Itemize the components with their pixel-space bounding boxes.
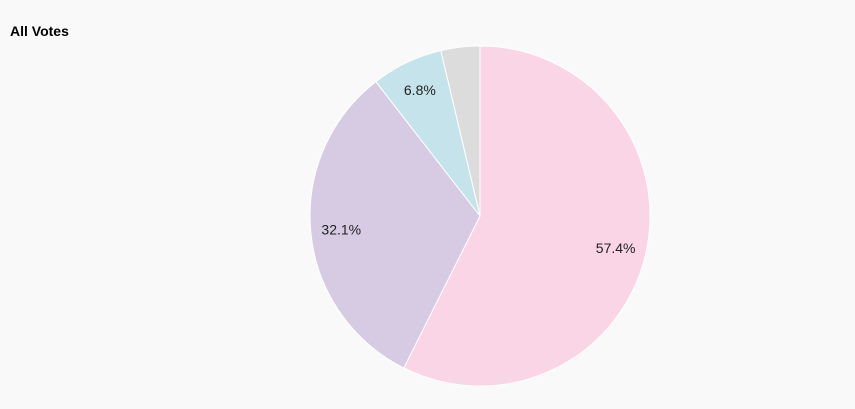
pie-slice-label-2: 32.1% [321,222,361,238]
pie-slice-label-3: 6.8% [404,82,436,98]
pie-slice-2 [309,80,481,369]
pie-slice-1 [403,45,651,387]
pie-slice-4 [440,45,481,217]
chart-title: All Votes [10,23,69,39]
pie-slice-label-1: 57.4% [596,240,636,256]
